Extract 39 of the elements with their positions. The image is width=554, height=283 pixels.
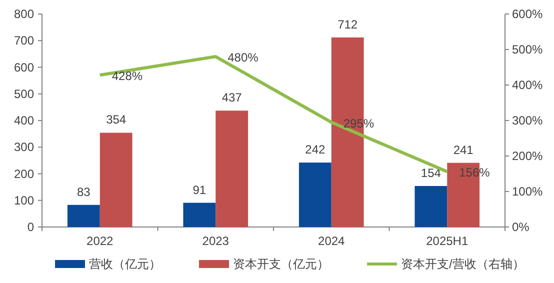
y2-tick-label: 600% (512, 7, 544, 21)
y-tick-label: 200 (14, 166, 34, 181)
y2-tick-label: 300% (512, 114, 544, 128)
y2-tick-label: 100% (512, 184, 544, 198)
data-label: 480% (228, 50, 259, 65)
bar (216, 110, 248, 227)
data-label: 154 (420, 166, 442, 180)
y2-tick-label: 500% (512, 42, 544, 56)
legend-label: 资本开支（亿元） (233, 257, 329, 271)
legend-label: 资本开支/营收（右轴） (401, 257, 524, 271)
y2-tick-label: 0% (512, 220, 530, 234)
y-tick-label: 0 (27, 220, 34, 234)
bar (414, 186, 448, 227)
x-tick-label: 2022 (86, 234, 114, 248)
data-label: 428% (112, 69, 143, 84)
x-tick-label: 2025H1 (426, 234, 468, 248)
data-label: 91 (192, 182, 206, 197)
bar (67, 204, 100, 227)
bar (183, 202, 216, 227)
y2-tick-label: 400% (512, 78, 544, 92)
x-tick-label: 2024 (318, 234, 346, 248)
data-label: 437 (222, 90, 242, 105)
x-tick-label: 2023 (202, 234, 230, 248)
legend-label: 营收（亿元） (89, 257, 161, 271)
data-label: 242 (305, 142, 326, 157)
data-label: 241 (453, 142, 474, 157)
y-tick-label: 500 (14, 86, 34, 101)
y-tick-label: 800 (14, 7, 34, 21)
y-tick-label: 400 (14, 114, 34, 128)
y2-tick-label: 200% (512, 149, 544, 163)
bar (298, 162, 332, 227)
y-tick-label: 700 (14, 34, 34, 48)
bar (100, 132, 132, 227)
data-label: 712 (338, 17, 358, 32)
y-tick-label: 300 (14, 140, 34, 154)
data-label: 354 (106, 112, 126, 127)
data-label: 83 (76, 184, 91, 199)
y-tick-label: 100 (14, 193, 34, 208)
y-tick-label: 600 (14, 60, 34, 74)
